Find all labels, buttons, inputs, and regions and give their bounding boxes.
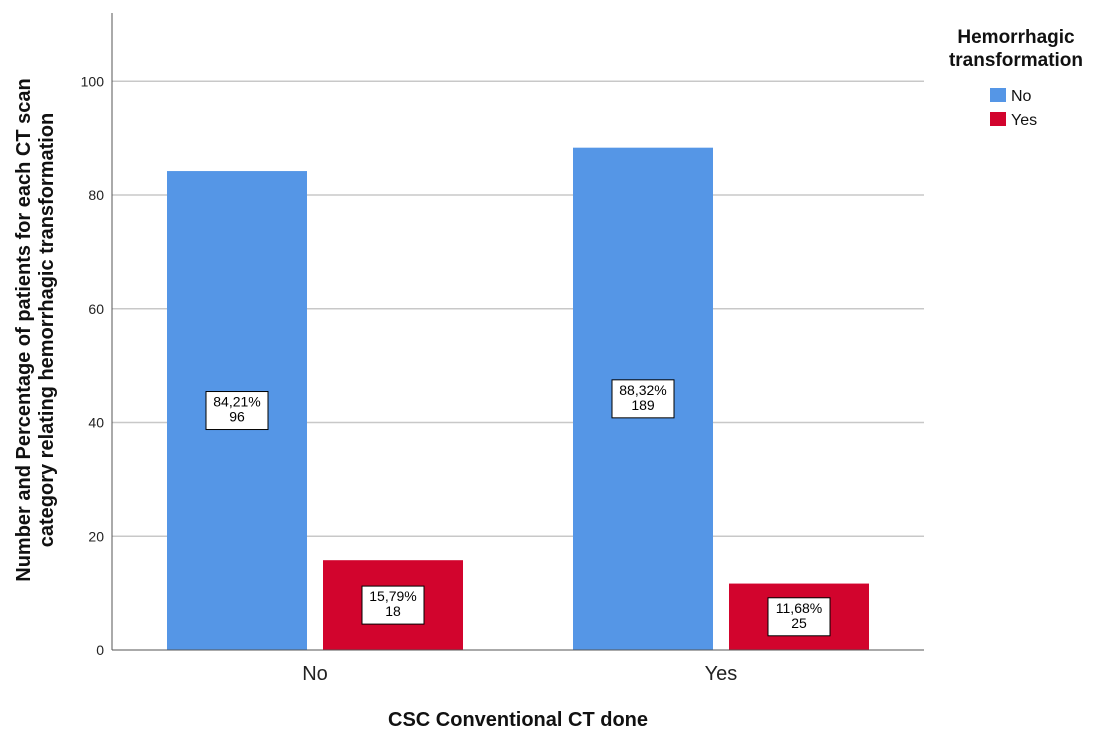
y-axis-title-line-2: category relating hemorrhagic transforma… bbox=[36, 113, 58, 548]
legend-swatch-yes bbox=[990, 112, 1006, 126]
bars-group bbox=[167, 147, 869, 651]
data-label-text: 25 bbox=[791, 615, 807, 631]
data-label-text: 84,21% bbox=[213, 394, 260, 410]
data-label-text: 15,79% bbox=[369, 588, 416, 604]
y-tick-labels: 0 20 40 60 80 100 bbox=[81, 73, 105, 658]
data-label-text: 18 bbox=[385, 603, 401, 619]
legend-label-yes: Yes bbox=[1011, 112, 1037, 129]
y-tick-label: 0 bbox=[96, 642, 104, 658]
data-label-box bbox=[205, 391, 269, 431]
y-tick-label: 100 bbox=[81, 73, 105, 89]
legend-title-line-1: Hemorrhagic bbox=[957, 27, 1075, 48]
legend-swatch-no bbox=[990, 88, 1006, 102]
data-label-box bbox=[767, 597, 831, 637]
legend-label-no: No bbox=[1011, 88, 1032, 105]
y-axis-title: Number and Percentage of patients for ea… bbox=[13, 78, 58, 581]
x-category-label: Yes bbox=[705, 663, 738, 685]
y-tick-label: 20 bbox=[88, 528, 104, 544]
y-tick-label: 60 bbox=[88, 301, 104, 317]
data-label-box bbox=[361, 585, 425, 625]
data-label-text: 189 bbox=[631, 397, 655, 413]
y-axis-title-line-1: Number and Percentage of patients for ea… bbox=[13, 78, 35, 581]
data-label-text: 96 bbox=[229, 409, 245, 425]
legend: Hemorrhagic transformation No Yes bbox=[949, 27, 1083, 129]
x-category-label: No bbox=[302, 663, 328, 685]
data-label-box bbox=[611, 379, 675, 419]
data-labels: 84,21%96 15,79%18 88,32%189 11,68%25 bbox=[205, 379, 831, 637]
axes-group bbox=[111, 13, 924, 651]
data-label-text: 88,32% bbox=[619, 382, 666, 398]
legend-title-line-2: transformation bbox=[949, 50, 1083, 71]
y-tick-label: 80 bbox=[88, 187, 104, 203]
data-label-text: 11,68% bbox=[776, 600, 822, 616]
y-tick-label: 40 bbox=[88, 415, 104, 431]
x-category-labels: No Yes bbox=[302, 663, 737, 685]
x-axis-title: CSC Conventional CT done bbox=[388, 709, 648, 731]
